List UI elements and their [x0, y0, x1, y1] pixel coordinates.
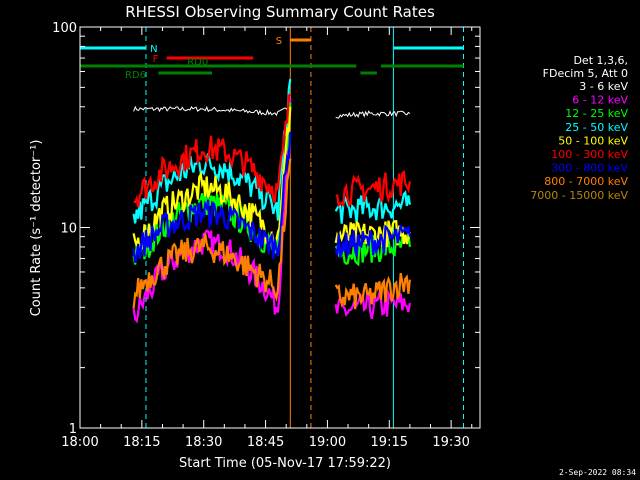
series-7-segment-1: [334, 272, 411, 310]
flag-bars: NF RD0 RD6 S: [80, 36, 464, 81]
series-5-segment-0: [133, 93, 291, 208]
series-1-segment-0: [132, 98, 292, 324]
flag-label-rd6: RD6: [125, 70, 146, 81]
series-7-segment-0: [132, 158, 292, 309]
x-tick-label-3: 18:45: [247, 435, 284, 450]
flag-label-s: S: [276, 36, 282, 47]
legend-entry-6: 300 - 800 keV: [551, 162, 628, 175]
series-4-segment-0: [132, 106, 292, 253]
legend-entry-7: 800 - 7000 keV: [544, 175, 628, 188]
y-axis-label: Count Rate (s⁻¹ detector⁻¹): [29, 140, 44, 317]
legend-entry-5: 100 - 300 keV: [551, 148, 628, 161]
legend-header-1: Det 1,3,6,: [573, 54, 628, 67]
series-0-segment-0: [133, 105, 291, 117]
legend-entry-3: 25 - 50 keV: [565, 121, 628, 134]
series-3-segment-1: [334, 190, 411, 224]
y-tick-label-2: 100: [52, 21, 77, 36]
series-5-segment-1: [335, 169, 411, 208]
legend-entry-1: 6 - 12 keV: [572, 94, 628, 107]
flag-label-n: N: [150, 44, 157, 55]
series-0-segment-1: [335, 110, 411, 119]
chart-title: RHESSI Observing Summary Count Rates: [125, 3, 435, 21]
legend-entry-8: 7000 - 15000 keV: [530, 189, 628, 202]
x-tick-label-2: 18:30: [185, 435, 222, 450]
series-6-segment-1: [334, 224, 411, 258]
x-tick-label-6: 19:30: [432, 435, 469, 450]
flag-label-rd0: RD0: [187, 57, 208, 68]
y-tick-label-0: 1: [69, 422, 77, 437]
series-6-segment-0: [132, 131, 292, 263]
y-tick-label-1: 10: [60, 222, 77, 237]
legend-header-2: FDecim 5, Att 0: [543, 67, 628, 80]
footer-timestamp: 2-Sep-2022 08:34: [559, 468, 636, 477]
legend-entry-4: 50 - 100 keV: [558, 134, 628, 147]
x-tick-label-4: 19:00: [309, 435, 346, 450]
x-tick-label-1: 18:15: [123, 435, 160, 450]
legend-entry-2: 12 - 25 keV: [565, 107, 628, 120]
flag-label-f: F: [153, 54, 159, 65]
legend-entry-0: 3 - 6 keV: [579, 80, 628, 93]
axes: 18:00 18:15 18:30 18:45 19:00 19:15 19:30 1 10 10…: [52, 21, 480, 450]
data-series: [132, 78, 411, 324]
series-3-segment-0: [132, 78, 292, 224]
x-tick-label-0: 18:00: [61, 435, 98, 450]
x-axis-label: Start Time (05-Nov-17 17:59:22): [179, 456, 391, 471]
x-tick-label-5: 19:15: [371, 435, 408, 450]
